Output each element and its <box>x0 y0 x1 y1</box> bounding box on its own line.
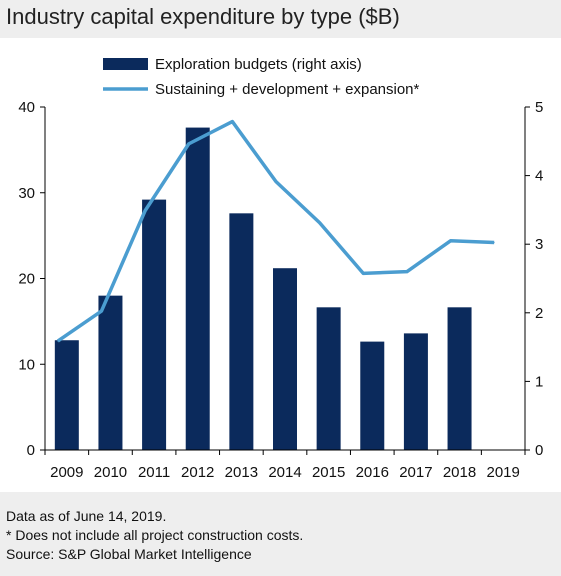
right-tick-label: 5 <box>535 99 543 116</box>
legend-swatch-bars <box>103 58 148 70</box>
legend-label-line: Sustaining + development + expansion* <box>155 81 420 98</box>
footer-note-date: Data as of June 14, 2019. <box>6 508 167 524</box>
left-tick-label: 40 <box>18 99 35 116</box>
bar-2016 <box>360 341 385 450</box>
line-point-2014 <box>275 181 277 183</box>
left-tick-label: 20 <box>18 271 35 288</box>
right-tick-label: 1 <box>535 373 543 390</box>
bar-2009 <box>54 340 79 450</box>
x-tick-label: 2017 <box>399 464 432 481</box>
line-series <box>56 119 495 343</box>
footer-source: Source: S&P Global Market Intelligence <box>6 546 252 562</box>
bar-2013 <box>229 213 254 450</box>
bar-2015 <box>316 307 341 450</box>
line-point-2010 <box>100 310 102 312</box>
chart: 0 10 20 30 40 0 1 2 3 4 5 2009 2010 2011 2012 2013 2014 2… <box>18 56 543 481</box>
line-point-2017 <box>406 271 408 273</box>
line-point-2016 <box>362 272 364 274</box>
x-tick-label: 2015 <box>312 464 345 481</box>
left-tick-label: 10 <box>18 356 35 373</box>
line-point-2018 <box>450 240 452 242</box>
left-tick-label: 30 <box>18 185 35 202</box>
footer-bar <box>0 492 561 576</box>
legend-label-bars: Exploration budgets (right axis) <box>155 56 362 73</box>
chart-title: Industry capital expenditure by type ($B… <box>6 4 400 29</box>
title-bar <box>0 0 561 38</box>
x-tick-label: 2018 <box>443 464 476 481</box>
x-tick-label: 2009 <box>50 464 83 481</box>
right-tick-label: 3 <box>535 236 543 253</box>
bar-series <box>54 127 472 450</box>
x-tick-label: 2019 <box>486 464 519 481</box>
bar-2014 <box>273 268 297 450</box>
bar-2012 <box>185 127 210 450</box>
footer-note-asterisk: * Does not include all project construct… <box>6 527 304 543</box>
x-tick-label: 2010 <box>94 464 127 481</box>
right-tick-label: 0 <box>535 442 543 459</box>
line-point-2013 <box>231 121 233 123</box>
bar-2011 <box>142 199 167 450</box>
line-point-2009 <box>57 340 59 342</box>
bar-2010 <box>98 295 123 450</box>
x-tick-label: 2011 <box>138 464 170 481</box>
right-tick-label: 2 <box>535 305 543 322</box>
left-tick-label: 0 <box>27 442 35 459</box>
legend: Exploration budgets (right axis) Sustaini… <box>103 56 420 98</box>
line-point-2012 <box>188 143 190 145</box>
x-tick-label: 2014 <box>268 464 301 481</box>
right-tick-label: 4 <box>535 168 543 185</box>
line-point-2011 <box>144 210 146 212</box>
axes: 0 10 20 30 40 0 1 2 3 4 5 2009 2010 2011 2012 2013 2014 2… <box>18 99 543 481</box>
line-point-2015 <box>319 222 321 224</box>
bar-2018 <box>447 307 472 450</box>
x-tick-label: 2013 <box>225 464 258 481</box>
x-tick-label: 2016 <box>356 464 389 481</box>
bar-2017 <box>403 333 428 450</box>
line-point-2019 <box>493 241 495 243</box>
x-tick-label: 2012 <box>181 464 214 481</box>
